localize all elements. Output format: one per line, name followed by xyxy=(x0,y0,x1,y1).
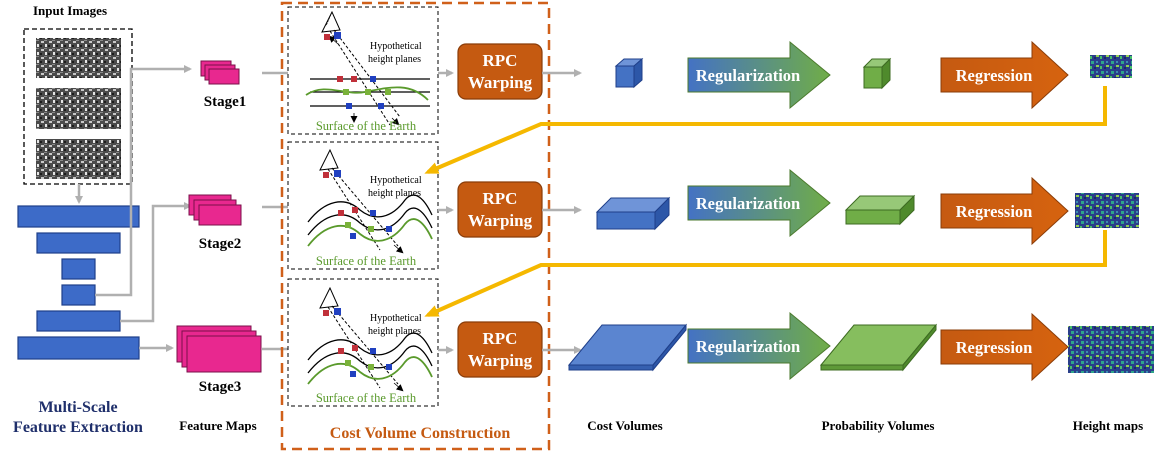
stage1-label: Stage1 xyxy=(204,94,247,110)
stage3-feature-stack xyxy=(176,325,262,373)
regularization-label: Regularization xyxy=(696,66,801,85)
rpc-warping-stage3: RPC Warping xyxy=(457,321,543,378)
probability-volume-3 xyxy=(819,323,938,372)
satellite-image-1 xyxy=(36,38,121,78)
height-map-3 xyxy=(1068,326,1154,373)
feature-extraction-network xyxy=(17,205,140,360)
panel2-hypothetical-line1: Hypothetical xyxy=(370,175,422,186)
multi-scale-title-line1: Multi-Scale xyxy=(38,399,117,416)
decoder-to-stage1-arrow xyxy=(95,65,192,297)
regularization-label: Regularization xyxy=(696,337,801,356)
probability-volume-1 xyxy=(862,57,892,90)
height-map-2 xyxy=(1075,193,1139,228)
regression-arrow-1: Regression xyxy=(940,40,1069,110)
encoder-block-1 xyxy=(17,205,140,228)
rpc-warping-stage1: RPC Warping xyxy=(457,43,543,100)
rpc-line1: RPC xyxy=(483,51,518,70)
regularization-arrow-1: Regularization xyxy=(687,40,831,110)
warp-panel-1: Hypothetical height planes Surface of th… xyxy=(287,6,439,135)
rpc-line2: Warping xyxy=(468,73,533,92)
panel2-hypothetical-line2: height planes xyxy=(368,188,421,199)
panel1-hypothetical-line1: Hypothetical xyxy=(370,41,422,52)
feedback-arrow-stage2-to-stage3 xyxy=(424,230,1107,317)
satellite-image-3 xyxy=(36,139,121,179)
panel3-hypothetical-line1: Hypothetical xyxy=(370,313,422,324)
probability-volume-2 xyxy=(844,194,916,226)
encoder-block-3 xyxy=(61,258,96,280)
panel1-surface-label: Surface of the Earth xyxy=(316,119,417,133)
panel3-surface-label: Surface of the Earth xyxy=(316,391,417,405)
regression-label: Regression xyxy=(956,66,1033,85)
feature-maps-title: Feature Maps xyxy=(179,418,256,433)
height-map-1 xyxy=(1090,55,1132,78)
panel1-hypothetical-line2: height planes xyxy=(368,54,421,65)
regression-arrow-3: Regression xyxy=(940,312,1069,382)
rpc-warping-stage2: RPC Warping xyxy=(457,181,543,238)
regularization-label: Regularization xyxy=(696,194,801,213)
warp-panel-3: Hypothetical height planes Surface of th… xyxy=(287,278,439,407)
regression-arrow-2: Regression xyxy=(940,176,1069,246)
stage2-label: Stage2 xyxy=(199,236,242,252)
regression-label: Regression xyxy=(956,338,1033,357)
cost-volume-2 xyxy=(595,196,671,231)
regression-label: Regression xyxy=(956,202,1033,221)
panel2-surface-label: Surface of the Earth xyxy=(316,254,417,268)
height-maps-title: Height maps xyxy=(1073,418,1143,433)
stage3-label: Stage3 xyxy=(199,379,242,395)
rpc-line1: RPC xyxy=(483,329,518,348)
decoder-block-3 xyxy=(17,336,140,360)
cost-volumes-title: Cost Volumes xyxy=(587,418,663,433)
probability-volumes-title: Probability Volumes xyxy=(822,418,935,433)
rpc-line2: Warping xyxy=(468,211,533,230)
stage1-feature-stack xyxy=(200,60,240,85)
decoder-block-2 xyxy=(36,310,121,332)
regularization-arrow-3: Regularization xyxy=(687,311,831,381)
rpc-line2: Warping xyxy=(468,351,533,370)
regularization-arrow-2: Regularization xyxy=(687,168,831,238)
feedback-arrow-stage1-to-stage2 xyxy=(424,86,1107,174)
multi-scale-title-line2: Feature Extraction xyxy=(13,419,143,436)
encoder-block-2 xyxy=(36,232,121,254)
decoder-block-1 xyxy=(61,284,96,306)
satellite-image-2 xyxy=(36,88,121,129)
rpc-line1: RPC xyxy=(483,189,518,208)
stage2-feature-stack xyxy=(188,194,242,226)
cost-volume-construction-frame xyxy=(280,1,551,451)
panel3-hypothetical-line2: height planes xyxy=(368,326,421,337)
cost-volume-construction-title: Cost Volume Construction xyxy=(330,425,511,442)
cost-volume-3 xyxy=(567,323,688,372)
warp-panel-2: Hypothetical height planes Surface of th… xyxy=(287,141,439,270)
cost-volume-1 xyxy=(614,57,644,89)
decoder-to-stage2-arrow xyxy=(120,202,192,323)
input-images-title: Input Images xyxy=(33,3,107,18)
